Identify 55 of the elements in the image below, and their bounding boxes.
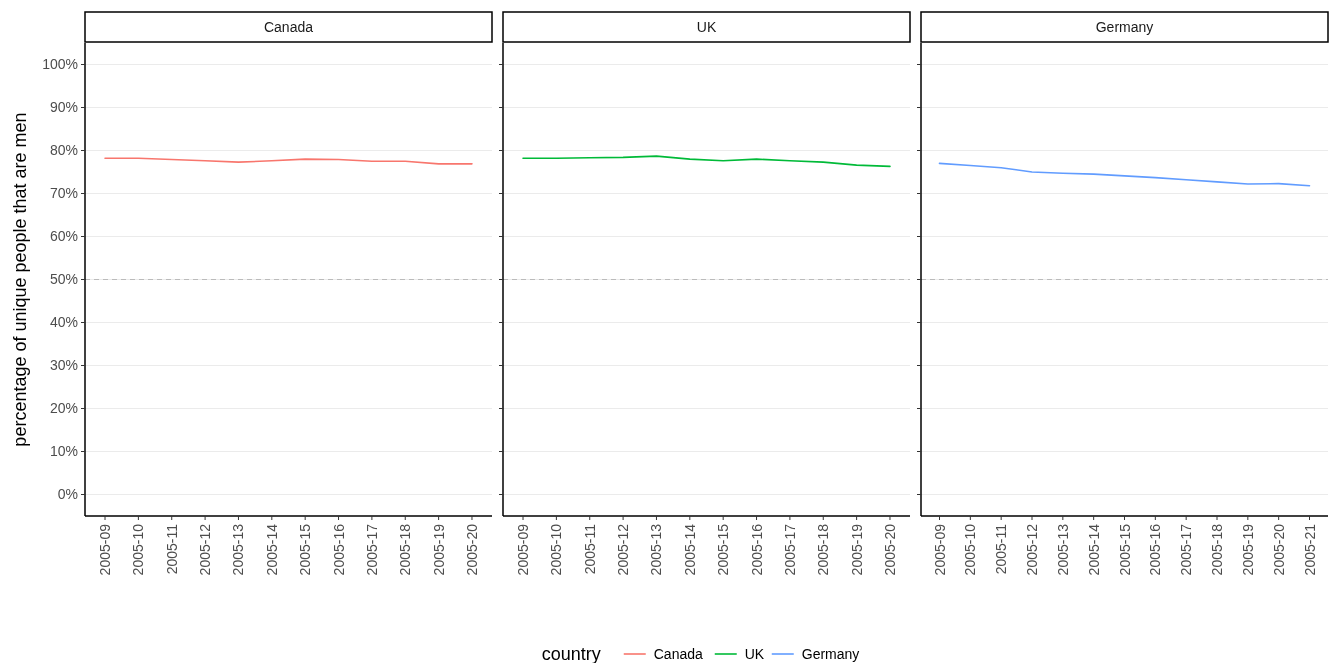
x-tick-label: 2005-09 (931, 523, 948, 576)
x-tick-label: 2005-15 (715, 523, 732, 576)
x-tick-label: 2005-12 (1024, 523, 1040, 576)
x-tick-label: 2005-18 (1209, 523, 1225, 576)
chart-title: Germany (1095, 19, 1154, 35)
x-tick-label: 2005-10 (962, 523, 979, 576)
y-axis-title: percentage of unique people that are men (10, 112, 30, 447)
x-tick-label: 2005-17 (1178, 523, 1195, 576)
x-tick-label: 2005-17 (363, 523, 380, 576)
y-tick-label: 80% (49, 142, 78, 159)
x-tick-label: 2005-12 (615, 523, 632, 576)
chart-title: UK (696, 19, 717, 35)
x-tick-label: 2005-10 (130, 523, 147, 576)
x-tick-label: 2005-19 (848, 523, 865, 576)
x-tick-label: 2005-11 (581, 523, 598, 575)
legend-label: UK (744, 645, 765, 662)
y-tick-label: 90% (49, 99, 78, 116)
x-tick-label: 2005-13 (1054, 523, 1071, 576)
x-tick-label: 2005-18 (397, 523, 414, 576)
x-tick-label: 2005-11 (993, 523, 1010, 575)
x-tick-label: 2005-14 (1085, 523, 1102, 576)
y-tick-label: 70% (49, 185, 78, 202)
x-tick-label: 2005-20 (463, 523, 480, 576)
y-tick-label: 10% (49, 443, 78, 460)
x-tick-label: 2005-11 (163, 523, 180, 575)
x-tick-label: 2005-14 (263, 523, 280, 576)
y-tick-label: 100% (42, 56, 78, 73)
y-tick-label: 30% (49, 357, 78, 374)
x-tick-label: 2005-19 (430, 523, 447, 576)
y-tick-label: 0% (57, 486, 78, 503)
x-tick-label: 2005-13 (648, 523, 665, 576)
x-tick-label: 2005-16 (748, 523, 765, 576)
legend-label: Germany (801, 645, 860, 662)
x-tick-label: 2005-20 (881, 523, 898, 576)
chart-title: Canada (263, 19, 314, 35)
y-tick-label: 20% (49, 400, 78, 417)
x-tick-label: 2005-19 (1239, 523, 1256, 576)
x-tick-label: 2005-09 (97, 523, 114, 576)
x-tick-label: 2005-12 (197, 523, 214, 576)
x-tick-label: 2005-09 (515, 523, 532, 576)
x-tick-label: 2005-14 (681, 523, 698, 576)
x-tick-label: 2005-21 (1301, 523, 1318, 576)
y-tick-label: 40% (49, 314, 78, 331)
x-tick-label: 2005-18 (815, 523, 832, 576)
x-tick-label: 2005-20 (1270, 523, 1287, 576)
x-tick-label: 2005-10 (548, 523, 565, 576)
x-tick-label: 2005-16 (1147, 523, 1164, 576)
legend-label: Canada (653, 645, 703, 662)
x-tick-label: 2005-17 (781, 523, 798, 576)
x-tick-label: 2005-13 (230, 523, 247, 576)
y-tick-label: 50% (49, 271, 78, 288)
y-tick-label: 60% (49, 228, 78, 245)
x-tick-label: 2005-16 (330, 523, 347, 576)
x-tick-label: 2005-15 (1116, 523, 1133, 576)
x-tick-label: 2005-15 (297, 523, 314, 576)
